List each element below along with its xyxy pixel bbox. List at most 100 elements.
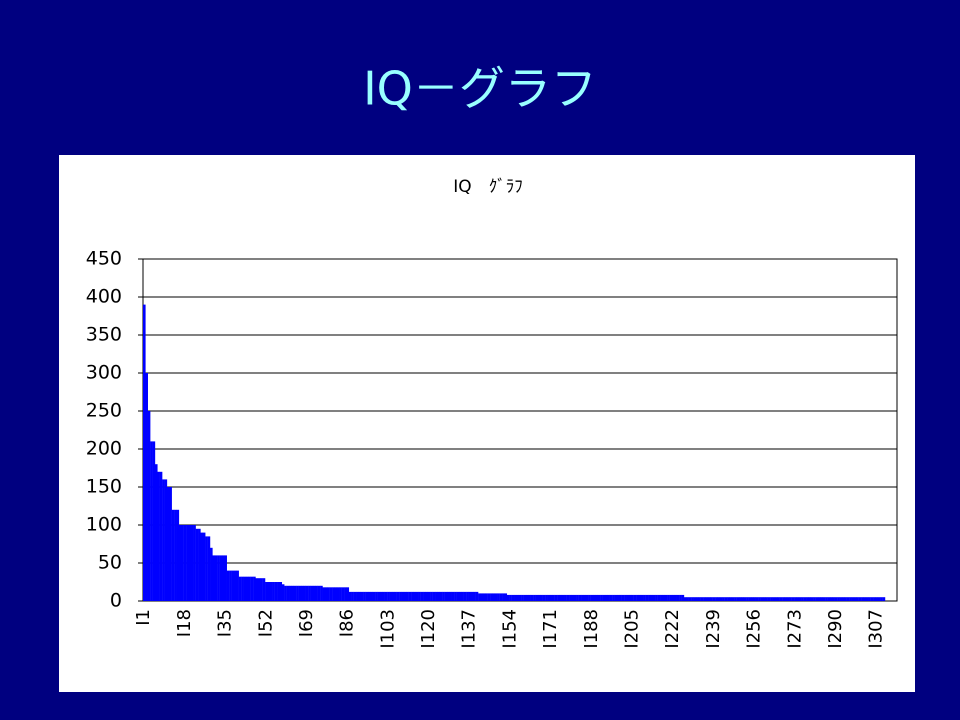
bar bbox=[229, 570, 232, 601]
bar bbox=[612, 594, 615, 601]
bar bbox=[750, 597, 754, 601]
bar bbox=[779, 597, 783, 601]
bar bbox=[758, 597, 761, 601]
y-tick-label: 200 bbox=[86, 438, 122, 460]
bar bbox=[154, 464, 158, 601]
bar bbox=[277, 582, 280, 601]
bar bbox=[631, 594, 634, 601]
bar bbox=[243, 576, 247, 601]
bar bbox=[669, 594, 673, 601]
bar bbox=[174, 509, 177, 601]
y-tick-label: 100 bbox=[86, 514, 122, 536]
bar bbox=[370, 591, 373, 601]
bar bbox=[272, 582, 275, 601]
bar bbox=[236, 570, 239, 601]
bar bbox=[372, 591, 376, 601]
x-tick-label: I256 bbox=[744, 609, 765, 649]
bar bbox=[346, 587, 350, 601]
bar bbox=[772, 597, 776, 601]
bar bbox=[607, 594, 610, 601]
x-tick-label: I52 bbox=[255, 609, 276, 637]
bar bbox=[530, 594, 534, 601]
bar bbox=[224, 555, 227, 601]
bar bbox=[219, 555, 223, 601]
y-tick-label: 150 bbox=[86, 476, 122, 498]
bar bbox=[348, 591, 352, 601]
bar bbox=[571, 594, 575, 601]
bar bbox=[559, 594, 563, 601]
bar bbox=[497, 593, 500, 601]
bar bbox=[640, 594, 644, 601]
bar bbox=[186, 525, 189, 601]
x-tick-label: I137 bbox=[459, 609, 480, 649]
bar bbox=[557, 594, 560, 601]
bar bbox=[590, 594, 594, 601]
bar bbox=[303, 585, 306, 601]
bar bbox=[432, 591, 436, 601]
bar bbox=[724, 597, 728, 601]
y-tick-label: 250 bbox=[86, 400, 122, 422]
bar bbox=[257, 578, 261, 601]
bar bbox=[561, 594, 565, 601]
bar bbox=[444, 591, 448, 601]
bar bbox=[604, 594, 608, 601]
bar bbox=[679, 594, 682, 601]
y-tick-label: 400 bbox=[86, 286, 122, 308]
bar bbox=[664, 594, 668, 601]
bar bbox=[327, 587, 330, 601]
bar bbox=[863, 597, 867, 601]
bar bbox=[796, 597, 800, 601]
bar bbox=[865, 597, 869, 601]
bar bbox=[490, 593, 493, 601]
y-tick-label: 0 bbox=[110, 590, 122, 612]
bar bbox=[731, 597, 735, 601]
bar bbox=[322, 587, 326, 601]
bar bbox=[360, 591, 364, 601]
bar bbox=[449, 591, 452, 601]
bar bbox=[832, 597, 835, 601]
bar bbox=[279, 582, 283, 601]
bar bbox=[238, 576, 242, 601]
bar bbox=[712, 597, 716, 601]
bar bbox=[858, 597, 862, 601]
bar bbox=[147, 411, 151, 601]
bar bbox=[801, 597, 804, 601]
bar bbox=[492, 593, 496, 601]
bar bbox=[614, 594, 618, 601]
bar bbox=[394, 591, 397, 601]
bar bbox=[794, 597, 797, 601]
bar bbox=[648, 594, 651, 601]
bar bbox=[320, 585, 323, 601]
bar bbox=[420, 591, 424, 601]
bar bbox=[882, 597, 886, 601]
bar bbox=[382, 591, 385, 601]
bar bbox=[143, 304, 146, 601]
bar bbox=[188, 525, 192, 601]
bar bbox=[650, 594, 654, 601]
bar bbox=[547, 594, 551, 601]
bar bbox=[329, 587, 333, 601]
bar bbox=[715, 597, 718, 601]
bar bbox=[707, 597, 711, 601]
bar bbox=[846, 597, 850, 601]
bar bbox=[549, 594, 553, 601]
bar bbox=[535, 594, 539, 601]
bar bbox=[368, 591, 371, 601]
bar bbox=[178, 525, 182, 601]
bar bbox=[643, 594, 646, 601]
bar bbox=[638, 594, 642, 601]
bar bbox=[839, 597, 843, 601]
bar bbox=[739, 597, 742, 601]
bar bbox=[265, 582, 268, 601]
bar bbox=[190, 525, 194, 601]
bar bbox=[523, 594, 527, 601]
bar bbox=[164, 479, 168, 601]
bar bbox=[391, 591, 395, 601]
bar bbox=[296, 585, 299, 601]
bar bbox=[581, 594, 584, 601]
bar bbox=[755, 597, 759, 601]
chart-panel bbox=[59, 155, 915, 692]
bar bbox=[834, 597, 838, 601]
